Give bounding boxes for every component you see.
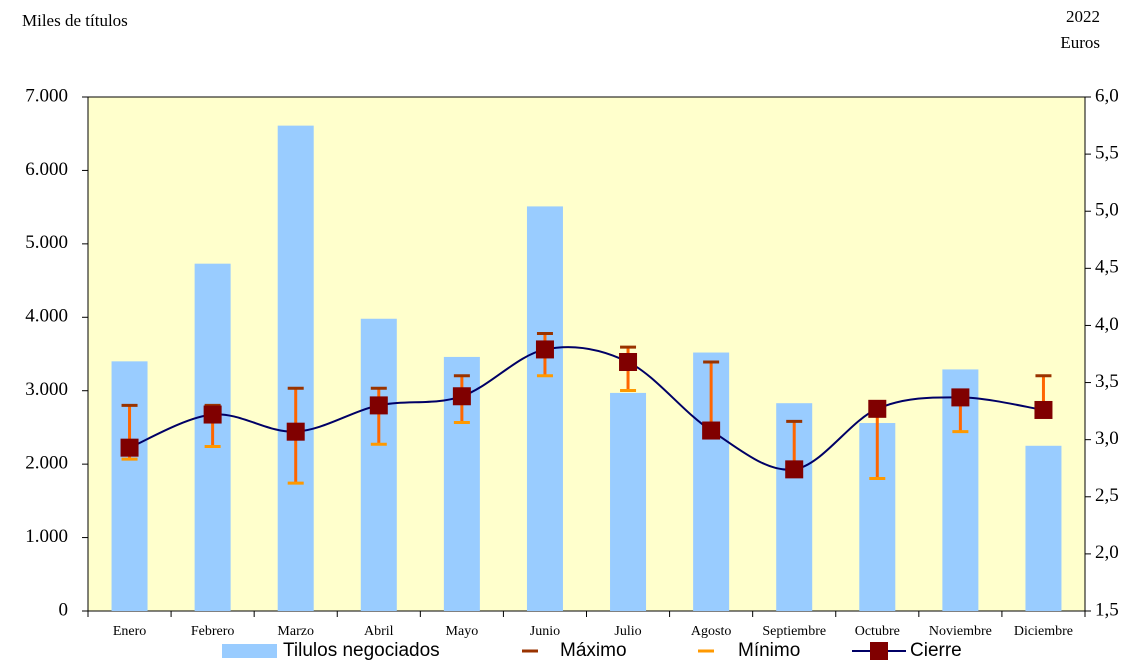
bar: [526, 206, 563, 611]
x-tick-label: Agosto: [691, 624, 731, 639]
y-tick-label: 4.000: [25, 306, 68, 327]
x-tick-label: Febrero: [191, 624, 235, 639]
y2-tick-label: 1,5: [1095, 599, 1119, 620]
y-axis-title: Miles de títulos: [22, 11, 128, 30]
x-tick-label: Abril: [364, 624, 394, 639]
bar: [277, 125, 314, 611]
close-marker: [951, 388, 970, 407]
x-tick-label: Diciembre: [1014, 624, 1073, 639]
close-marker: [619, 352, 638, 371]
x-tick-label: Mayo: [446, 624, 479, 639]
legend-label: Cierre: [910, 640, 962, 661]
y2-tick-label: 2,0: [1095, 542, 1119, 563]
close-marker: [702, 421, 721, 440]
close-marker: [535, 340, 554, 359]
y2-tick-label: 5,5: [1095, 142, 1119, 163]
y-tick-label: 0: [59, 599, 69, 620]
legend-label: Máximo: [560, 640, 627, 661]
y-tick-label: 7.000: [25, 85, 68, 106]
y2-tick-label: 3,0: [1095, 428, 1119, 449]
close-marker: [369, 396, 388, 415]
bar: [610, 392, 647, 611]
x-tick-label: Septiembre: [762, 624, 826, 639]
x-tick-label: Octubre: [855, 624, 900, 639]
y2-axis-title: Euros: [1060, 33, 1100, 52]
y-tick-label: 1.000: [25, 526, 68, 547]
x-tick-label: Marzo: [277, 624, 314, 639]
y2-tick-label: 4,5: [1095, 257, 1119, 278]
y-tick-label: 6.000: [25, 159, 68, 180]
x-tick-label: Junio: [530, 624, 560, 639]
close-marker: [120, 438, 139, 457]
bar: [360, 318, 397, 611]
y2-tick-label: 6,0: [1095, 85, 1119, 106]
bar: [1025, 445, 1062, 611]
x-tick-label: Julio: [614, 624, 641, 639]
bar: [111, 361, 148, 611]
close-marker: [452, 387, 471, 406]
legend-label: Tilulos negociados: [283, 640, 440, 661]
close-marker: [286, 422, 305, 441]
close-marker: [868, 399, 887, 418]
legend-swatch: [222, 644, 277, 658]
plot-area: [87, 96, 1086, 612]
x-tick-label: Enero: [113, 624, 146, 639]
close-marker: [785, 460, 804, 479]
close-marker: [203, 405, 222, 424]
close-marker: [1034, 400, 1053, 419]
y2-tick-label: 3,5: [1095, 371, 1119, 392]
y2-tick-label: 4,0: [1095, 314, 1119, 335]
legend-label: Mínimo: [738, 640, 800, 661]
y2-tick-label: 2,5: [1095, 485, 1119, 506]
y2-tick-label: 5,0: [1095, 200, 1119, 221]
x-tick-label: Noviembre: [929, 624, 992, 639]
legend-swatch: [870, 642, 888, 660]
year-label: 2022: [1066, 7, 1100, 26]
y-tick-label: 3.000: [25, 379, 68, 400]
y-tick-label: 2.000: [25, 453, 68, 474]
y-tick-label: 5.000: [25, 232, 68, 253]
